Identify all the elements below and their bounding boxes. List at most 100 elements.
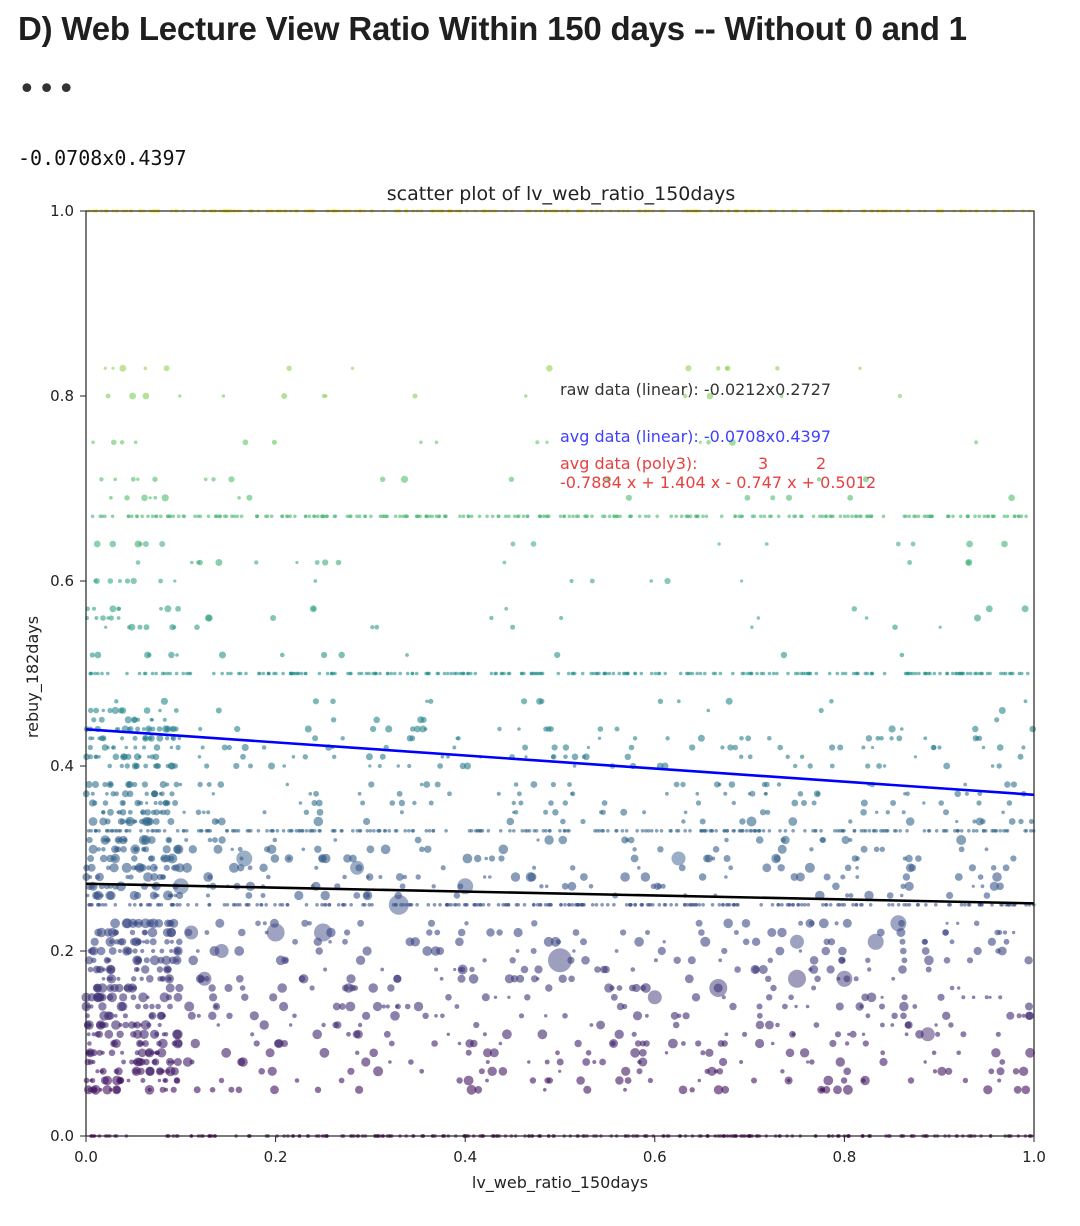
data-point — [669, 829, 673, 833]
data-point — [419, 725, 427, 733]
data-point — [457, 928, 466, 937]
data-point — [496, 791, 501, 796]
data-point — [678, 864, 686, 872]
data-point — [294, 1078, 300, 1083]
data-point — [131, 819, 137, 824]
data-point — [469, 966, 475, 973]
data-point — [146, 865, 151, 871]
data-point — [657, 671, 662, 676]
data-point — [107, 958, 112, 963]
data-point — [819, 829, 823, 833]
data-point — [1003, 938, 1010, 945]
data-point — [655, 514, 659, 519]
data-point — [308, 829, 312, 833]
data-point — [477, 514, 482, 519]
data-point — [380, 476, 386, 482]
data-point — [653, 671, 658, 676]
data-point — [1001, 540, 1008, 548]
data-point — [132, 781, 138, 788]
large-data-point — [920, 1027, 935, 1042]
data-point — [766, 994, 773, 1001]
data-point — [533, 671, 537, 676]
data-point — [139, 1023, 143, 1027]
data-point — [820, 837, 827, 843]
data-point — [119, 799, 126, 807]
data-point — [882, 764, 887, 768]
data-point — [118, 1002, 128, 1011]
data-point — [582, 1058, 591, 1066]
data-point — [1002, 864, 1010, 872]
data-point — [110, 791, 116, 797]
data-point — [143, 624, 150, 631]
data-point — [120, 753, 128, 761]
data-point — [1016, 514, 1021, 519]
data-point — [1017, 671, 1022, 676]
data-point — [144, 939, 150, 945]
data-point — [983, 1085, 993, 1095]
data-point — [645, 930, 650, 935]
data-point — [624, 829, 629, 833]
data-point — [998, 995, 1003, 1000]
x-axis-label: lv_web_ratio_150days — [472, 1173, 648, 1193]
data-point — [567, 782, 572, 787]
data-point — [1021, 1013, 1026, 1018]
data-point — [289, 829, 293, 833]
data-point — [250, 1032, 255, 1037]
data-point — [751, 937, 761, 946]
data-point — [661, 762, 669, 770]
data-point — [464, 762, 471, 770]
data-point — [870, 745, 875, 750]
data-point — [153, 866, 158, 870]
data-point — [1002, 514, 1007, 519]
data-point — [814, 671, 819, 676]
poly-annotation-exp3: 3 — [758, 454, 768, 473]
more-icon[interactable]: ••• — [18, 72, 78, 107]
data-point — [167, 928, 177, 937]
data-point — [87, 744, 93, 751]
data-point — [854, 903, 859, 907]
data-point — [85, 1048, 95, 1058]
data-point — [642, 810, 647, 815]
data-point — [246, 494, 253, 501]
data-point — [483, 1048, 492, 1058]
data-point — [571, 753, 579, 761]
data-point — [130, 1031, 137, 1038]
data-point — [465, 1039, 474, 1048]
data-point — [934, 903, 938, 907]
data-point — [150, 726, 156, 732]
data-point — [343, 854, 352, 863]
data-point — [366, 873, 374, 881]
data-point — [706, 708, 711, 713]
data-point — [922, 939, 928, 945]
large-data-point — [314, 923, 332, 942]
data-point — [134, 918, 144, 928]
data-point — [461, 514, 466, 519]
data-point — [864, 890, 874, 901]
data-point — [509, 957, 516, 964]
data-point — [138, 992, 149, 1003]
data-point — [114, 791, 119, 797]
data-point — [224, 514, 229, 519]
data-point — [182, 810, 186, 814]
data-point — [140, 1020, 151, 1030]
data-point — [868, 903, 873, 907]
data-point — [453, 892, 461, 899]
data-point — [133, 753, 141, 761]
data-point — [714, 781, 721, 788]
data-point — [910, 541, 916, 547]
data-point — [843, 671, 848, 676]
data-point — [842, 903, 847, 907]
data-point — [424, 829, 429, 833]
data-point — [614, 949, 619, 953]
data-point — [679, 514, 684, 519]
data-point — [750, 625, 754, 629]
data-point — [482, 1032, 487, 1037]
data-point — [148, 736, 153, 741]
data-point — [793, 763, 798, 769]
data-point — [363, 892, 371, 899]
data-point — [504, 606, 509, 611]
data-point — [96, 946, 106, 956]
data-point — [486, 928, 495, 937]
data-point — [319, 1047, 330, 1058]
data-point — [92, 965, 101, 974]
